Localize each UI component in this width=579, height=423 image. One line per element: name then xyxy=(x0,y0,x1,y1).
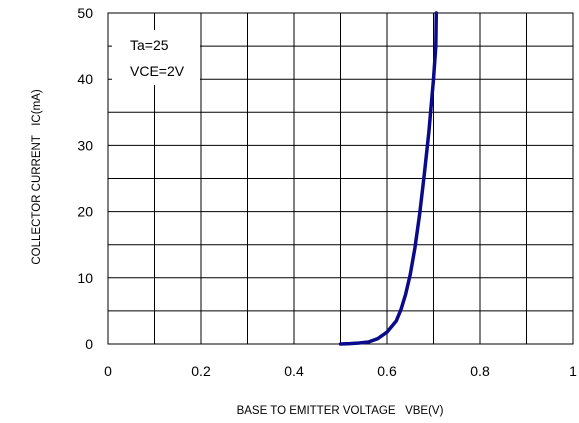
y-tick-label: 20 xyxy=(77,204,93,220)
y-tick-label: 0 xyxy=(85,336,93,352)
y-tick-label: 30 xyxy=(77,137,93,153)
x-tick-labels: 0 0.2 0.4 0.6 0.8 1 xyxy=(104,363,577,379)
x-tick-label: 0.6 xyxy=(377,363,397,379)
series-line xyxy=(338,11,439,346)
x-tick-label: 0.8 xyxy=(470,363,490,379)
y-tick-label: 10 xyxy=(77,270,93,286)
annotation-ta: Ta=25 xyxy=(130,37,169,53)
annotation-box xyxy=(112,30,200,85)
x-tick-label: 0 xyxy=(104,363,112,379)
x-tick-label: 0.2 xyxy=(191,363,211,379)
x-tick-label: 1 xyxy=(569,363,577,379)
x-tick-label: 0.4 xyxy=(284,363,304,379)
x-axis-label: BASE TO EMITTER VOLTAGE VBE(V) xyxy=(237,405,444,417)
y-axis-label: COLLECTOR CURRENT IC(mA) xyxy=(31,89,43,264)
y-tick-label: 40 xyxy=(77,71,93,87)
annotation-vce: VCE=2V xyxy=(130,63,185,79)
y-tick-labels: 0 10 20 30 40 50 xyxy=(77,5,93,352)
y-tick-label: 50 xyxy=(77,5,93,21)
